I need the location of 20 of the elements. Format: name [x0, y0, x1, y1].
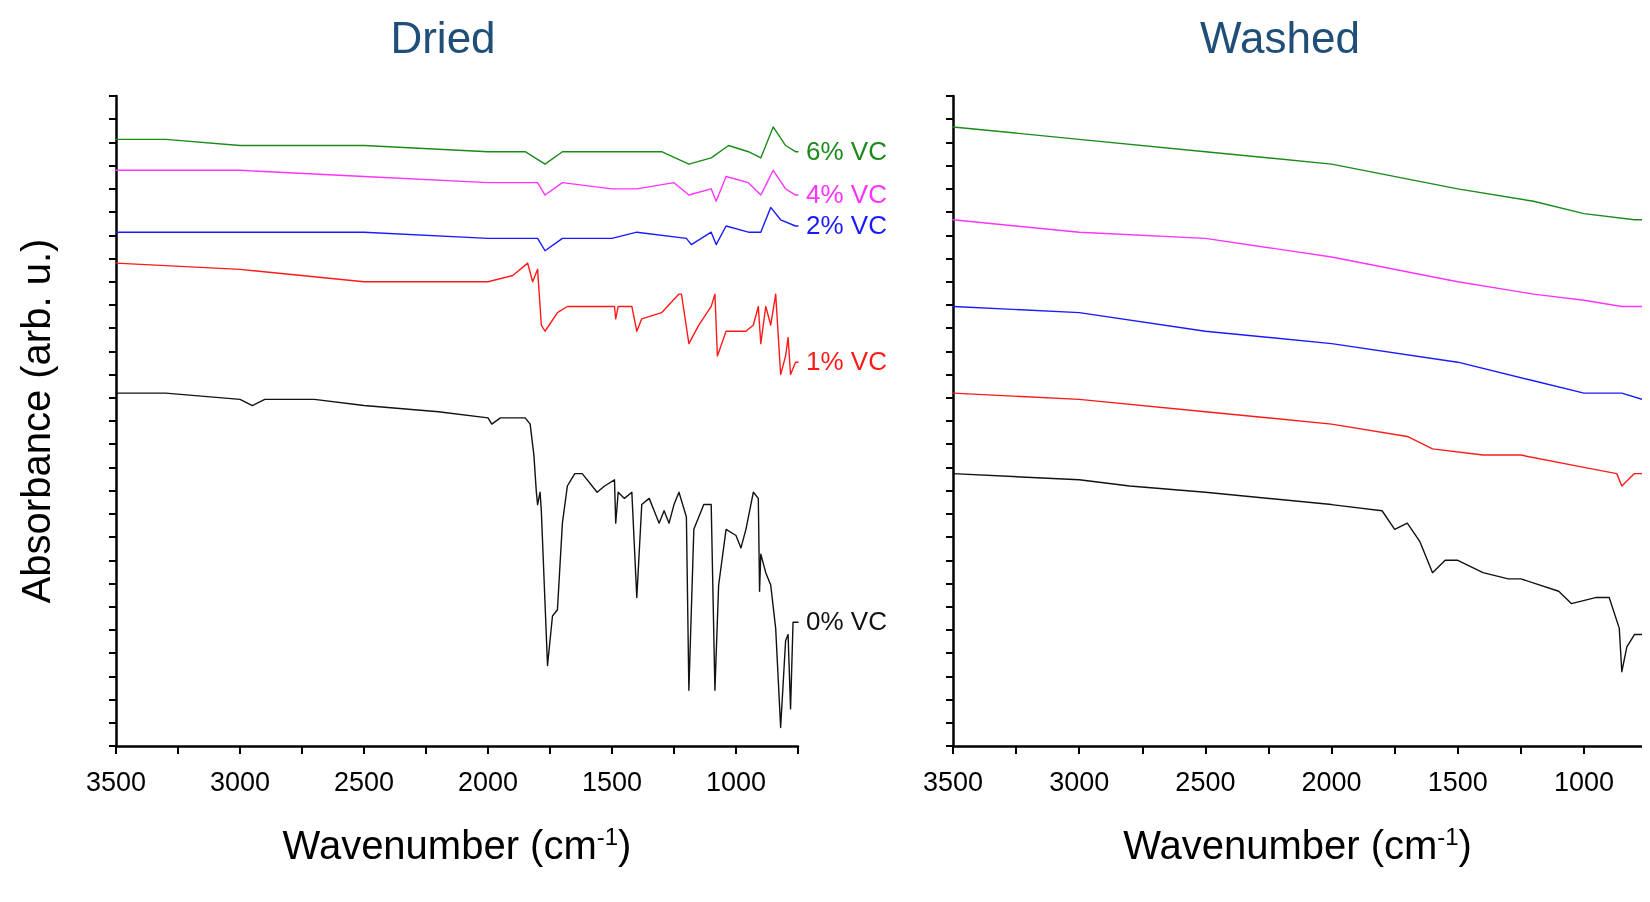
series-label: 1% VC	[806, 346, 887, 377]
x-tick-label: 1000	[705, 766, 767, 797]
x-tick-label: 1000	[1553, 766, 1614, 797]
x-tick-label: 1500	[1427, 766, 1488, 797]
x-tick-label: 3000	[1049, 766, 1110, 797]
x-tick-label: 2000	[457, 766, 519, 797]
x-tick-label: 2000	[1301, 766, 1362, 797]
chart-title: Dried	[390, 12, 496, 62]
x-tick-label: 2500	[333, 766, 395, 797]
series-label: 6% VC	[806, 135, 887, 166]
x-tick-label: 3500	[85, 766, 147, 797]
x-tick-label: 2500	[1175, 766, 1236, 797]
x-tick-label: 1500	[581, 766, 643, 797]
series-label: 0% VC	[806, 606, 887, 637]
series-label: 4% VC	[806, 179, 887, 210]
chart-title: Washed	[1200, 12, 1360, 62]
x-tick-label: 3500	[922, 766, 984, 797]
x-tick-label: 3000	[209, 766, 271, 797]
y-axis-title: Absorbance (arb. u.)	[14, 238, 58, 604]
series-label: 2% VC	[806, 210, 887, 240]
